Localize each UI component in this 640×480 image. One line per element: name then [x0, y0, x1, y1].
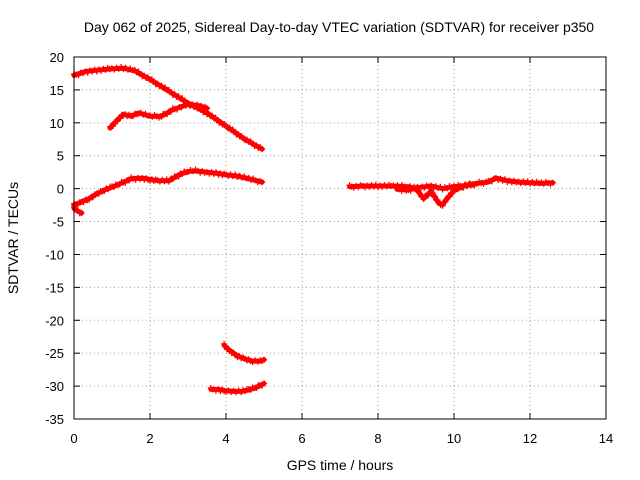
data-point: [261, 380, 267, 387]
data-point: [420, 196, 427, 202]
series-line: [71, 65, 265, 152]
data-point: [110, 123, 116, 130]
x-axis-title: GPS time / hours: [287, 457, 394, 473]
x-tick-label: 0: [70, 431, 77, 446]
data-point: [259, 179, 266, 186]
x-tick-label: 10: [447, 431, 461, 446]
data-point: [126, 177, 133, 184]
y-tick-label: -35: [45, 412, 64, 427]
series-track-1: [71, 64, 266, 153]
data-point: [470, 181, 476, 188]
y-tick-label: 0: [57, 182, 64, 197]
data-point: [432, 193, 438, 200]
x-tick-label: 6: [298, 431, 305, 446]
series-track-6: [346, 175, 556, 209]
y-tick-label: -25: [45, 346, 64, 361]
data-point: [114, 118, 121, 125]
series-track-3: [71, 166, 266, 208]
x-tick-label: 2: [146, 431, 153, 446]
series-track-3b: [71, 204, 85, 217]
series-track-4: [221, 340, 267, 365]
data-point: [549, 179, 556, 186]
y-tick-label: -10: [45, 247, 64, 262]
y-tick-label: -20: [45, 313, 64, 328]
x-tick-label: 14: [599, 431, 613, 446]
y-tick-label: 10: [50, 116, 64, 131]
chart-title: Day 062 of 2025, Sidereal Day-to-day VTE…: [84, 19, 594, 35]
y-tick-label: -15: [45, 280, 64, 295]
data-point: [442, 198, 449, 205]
plot-frame: [73, 56, 607, 420]
y-tick-label: -30: [45, 379, 64, 394]
series-track-5: [207, 380, 267, 396]
y-tick-label: 15: [50, 83, 64, 98]
data-point: [78, 210, 85, 216]
tick-labels: 0 2 4 6 8 10 12 14 20 15 10 5 0 -5 -10 -15 -20 -25 -30 -35: [45, 50, 613, 446]
y-tick-label: 20: [50, 50, 64, 65]
data-point: [446, 193, 453, 200]
y-axis-title: SDTVAR / TECUs: [5, 182, 21, 294]
x-tick-label: 8: [374, 431, 381, 446]
grid: [74, 57, 606, 419]
data-point: [261, 356, 267, 363]
data-marks: [71, 64, 556, 396]
data-point: [175, 173, 182, 180]
data-point: [425, 192, 432, 199]
data-point: [439, 202, 446, 209]
data-point: [434, 197, 441, 204]
x-tick-label: 12: [523, 431, 537, 446]
series-track-6b: [394, 181, 476, 194]
x-tick-label: 4: [222, 431, 229, 446]
data-point: [259, 146, 266, 153]
y-tick-label: -5: [52, 215, 64, 230]
y-tick-label: 5: [57, 149, 64, 164]
data-point: [167, 108, 174, 115]
data-point: [204, 105, 210, 112]
data-point: [429, 190, 436, 197]
series-track-2: [107, 101, 210, 131]
